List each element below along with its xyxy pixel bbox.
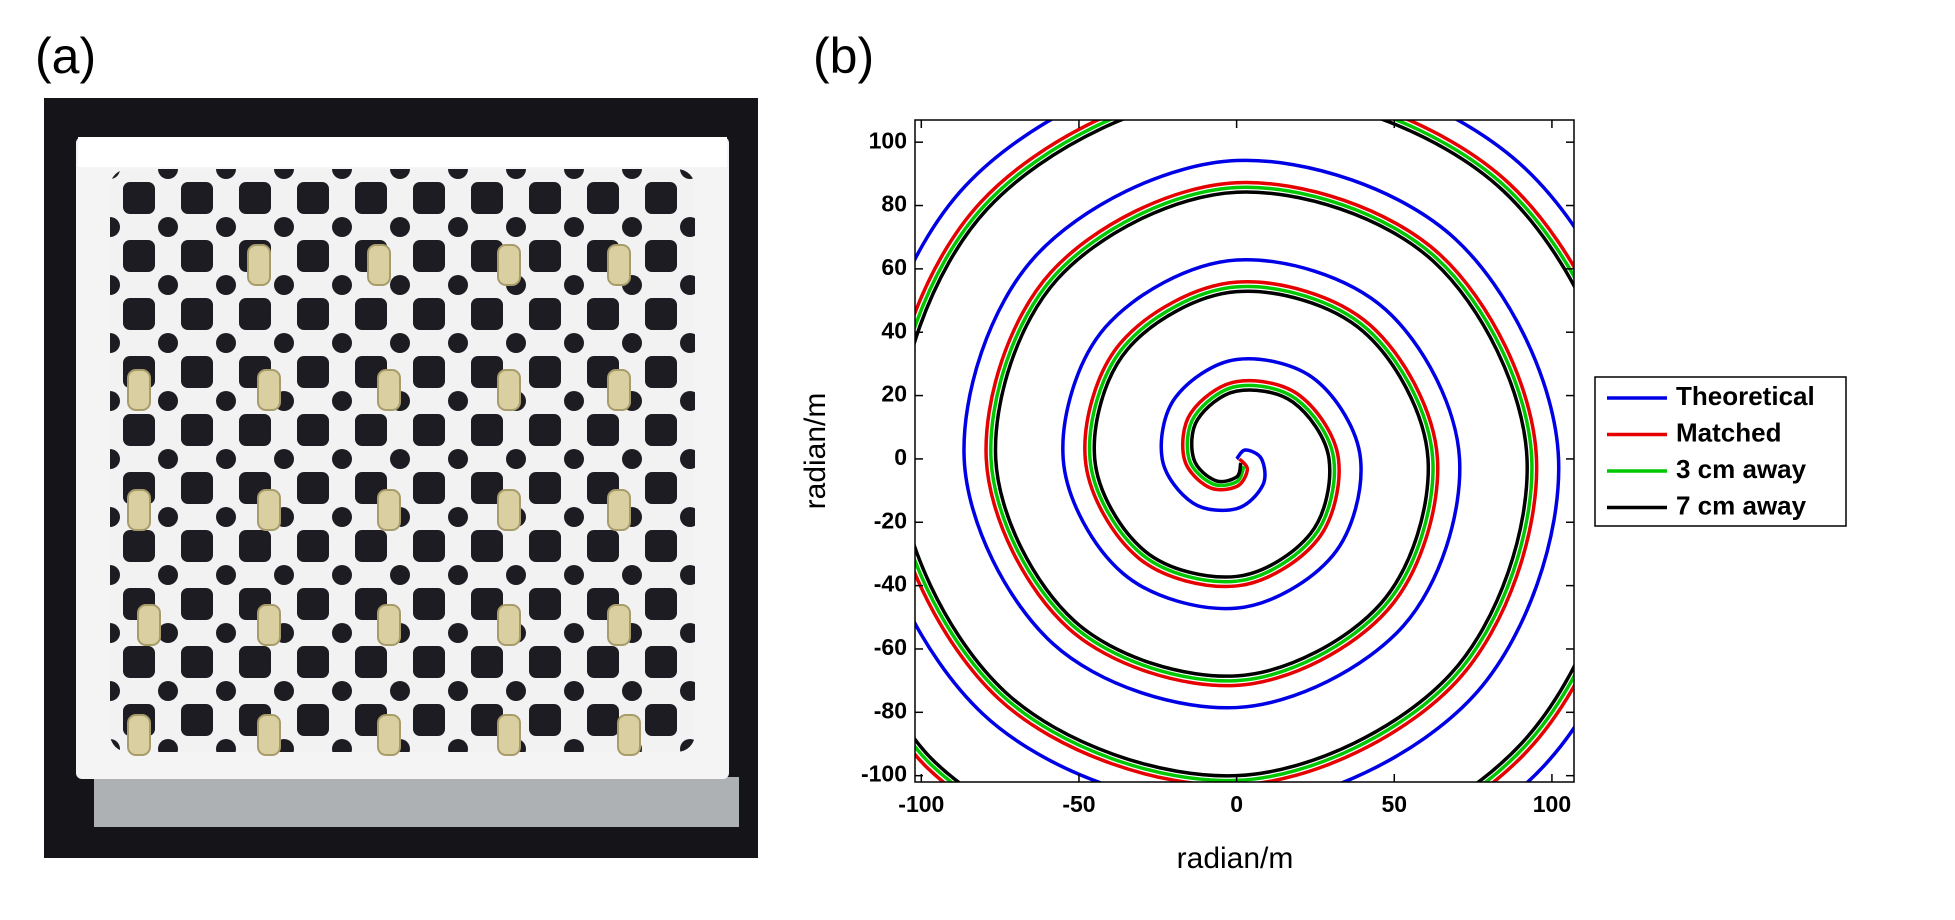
series-line	[915, 120, 1574, 782]
legend-label: Theoretical	[1676, 381, 1815, 411]
x-tick-label: -50	[1062, 791, 1095, 817]
x-tick-label: 0	[1230, 791, 1243, 817]
series-line	[915, 120, 1574, 782]
y-tick-label: 100	[869, 127, 907, 153]
legend-label: 3 cm away	[1676, 454, 1807, 484]
x-axis-label: radian/m	[1177, 842, 1294, 875]
x-tick-label: -100	[898, 791, 944, 817]
panel-label: (b)	[813, 28, 874, 84]
axes-box	[914, 119, 1575, 783]
y-tick-label: 80	[881, 191, 907, 217]
y-tick-label: -40	[874, 571, 907, 597]
y-tick-label: -20	[874, 507, 907, 533]
x-tick-label: 50	[1381, 791, 1407, 817]
panel-label: (a)	[35, 28, 96, 84]
curves	[915, 120, 1574, 782]
legend-label: 7 cm away	[1676, 490, 1807, 520]
photo	[44, 98, 758, 858]
y-axis-label: radian/m	[799, 393, 832, 510]
series-line	[915, 120, 1574, 782]
y-tick-label: 40	[881, 317, 907, 343]
y-tick-label: -100	[861, 761, 907, 787]
x-tick-label: 100	[1533, 791, 1571, 817]
series-line	[915, 120, 1574, 782]
y-tick-label: 60	[881, 254, 907, 280]
y-tick-label: 0	[894, 444, 907, 470]
y-tick-label: -60	[874, 634, 907, 660]
legend-label: Matched	[1676, 417, 1781, 447]
y-tick-label: -80	[874, 697, 907, 723]
legend-box	[1594, 376, 1847, 527]
y-tick-label: 20	[881, 381, 907, 407]
